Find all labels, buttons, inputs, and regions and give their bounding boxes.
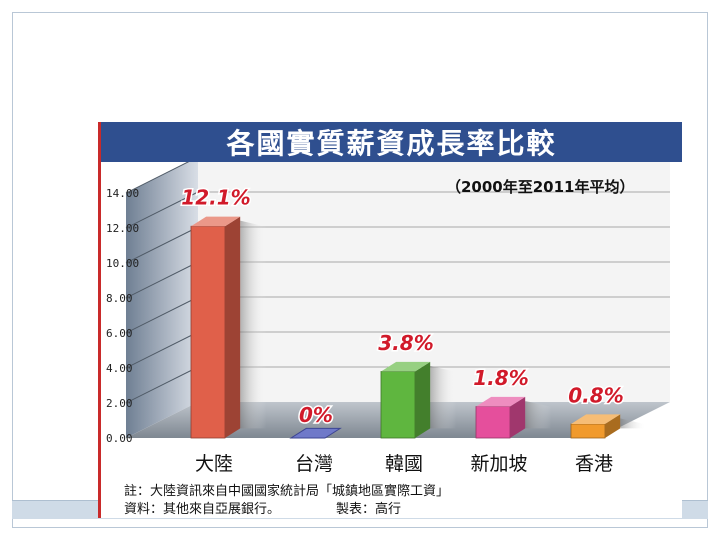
bar-shadow [240, 220, 267, 429]
note-data-source: 資料：其他來自亞展銀行。 [124, 502, 281, 517]
bar-front [475, 406, 511, 439]
gridline-side [125, 296, 199, 334]
bar-shadow [620, 418, 647, 429]
y-tick-label: 0.00 [106, 432, 133, 445]
title-band: 各國實質薪資成長率比較 [101, 122, 682, 162]
bar-front [380, 371, 416, 439]
y-tick-label: 12.00 [106, 222, 139, 235]
bar-top [571, 414, 621, 424]
bar-side [605, 414, 621, 438]
chart-poster: 各國實質薪資成長率比較 0.00 2.00 4.00 6.00 8.00 10.00 12.… [98, 122, 682, 518]
note-line-source: 註：大陸資訊來自中國國家統計局「城鎮地區實際工資」 [124, 484, 450, 499]
bar-front [190, 225, 226, 439]
gridline-side [125, 331, 199, 369]
gridline-side [125, 226, 199, 264]
y-tick-label: 4.00 [106, 362, 133, 375]
category-label: 新加坡 [470, 453, 527, 475]
gridline-side [125, 261, 199, 299]
bar-top [191, 216, 241, 227]
category-label: 韓國 [385, 453, 423, 475]
bar-side [225, 216, 241, 438]
bar-shadow [525, 400, 552, 429]
chart-subtitle: （2000年至2011年平均） [446, 178, 635, 196]
bar-shadow [430, 365, 457, 429]
bar-chart: 0.00 2.00 4.00 6.00 8.00 10.00 12.00 14.00 12.1%… [106, 162, 670, 475]
note-line-data: 資料：其他來自亞展銀行。 製表：高行 [124, 501, 664, 518]
bar-front [570, 423, 606, 439]
bar-side [510, 396, 526, 438]
note-block: 註：大陸資訊來自中國國家統計局「城鎮地區實際工資」 資料：其他來自亞展銀行。 製表… [124, 483, 664, 518]
category-label: 台灣 [295, 453, 333, 475]
y-tick-label: 8.00 [106, 292, 133, 305]
gridline-side [125, 366, 199, 404]
gridline-side [125, 191, 199, 229]
data-label: 0.8% [568, 383, 623, 407]
bar-flat [289, 427, 342, 439]
data-label: 3.8% [378, 331, 433, 355]
y-tick-label: 14.00 [106, 187, 139, 200]
data-label: 1.8% [473, 366, 528, 390]
back-wall [198, 162, 670, 402]
bar-top [476, 396, 526, 407]
bar-top [381, 361, 431, 372]
side-wall [126, 162, 198, 438]
y-tick-label: 6.00 [106, 327, 133, 340]
gridline-side [125, 162, 190, 194]
category-label: 香港 [575, 453, 613, 475]
data-label: 12.1% [181, 186, 250, 210]
poster-left-rule [98, 122, 101, 518]
bar-side [415, 361, 431, 438]
chart-title: 各國實質薪資成長率比較 [226, 127, 557, 160]
note-author: 製表：高行 [336, 502, 402, 517]
y-tick-label: 10.00 [106, 257, 139, 270]
category-label: 大陸 [195, 453, 233, 475]
data-label: 0% [299, 403, 333, 427]
y-tick-label: 2.00 [106, 397, 133, 410]
